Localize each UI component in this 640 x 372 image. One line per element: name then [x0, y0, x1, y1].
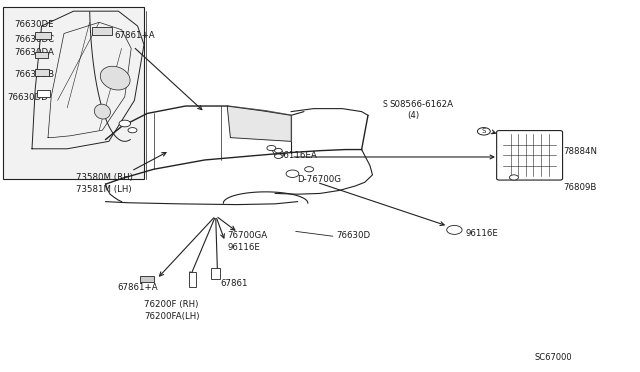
Text: 96116E: 96116E — [227, 243, 260, 252]
Circle shape — [286, 170, 299, 177]
Text: 73581M (LH): 73581M (LH) — [76, 185, 131, 194]
Text: SC67000: SC67000 — [534, 353, 572, 362]
Text: S: S — [482, 128, 486, 134]
Text: 78884N: 78884N — [563, 147, 597, 156]
Bar — [140, 276, 154, 282]
Bar — [37, 90, 50, 97]
Circle shape — [275, 148, 282, 153]
Text: (4): (4) — [407, 111, 419, 120]
Circle shape — [275, 154, 282, 158]
Polygon shape — [227, 106, 291, 141]
Circle shape — [119, 120, 131, 127]
Circle shape — [477, 128, 490, 135]
Text: 76809B: 76809B — [563, 183, 596, 192]
Text: 73580M (RH): 73580M (RH) — [76, 173, 132, 182]
Circle shape — [267, 145, 276, 151]
Bar — [211, 268, 220, 279]
Text: 76700GA: 76700GA — [227, 231, 268, 240]
Bar — [189, 272, 196, 287]
Text: 67861+A: 67861+A — [117, 283, 157, 292]
Text: D-76700G: D-76700G — [298, 175, 342, 184]
Text: 76630DE: 76630DE — [14, 20, 54, 29]
Circle shape — [128, 128, 137, 133]
Bar — [35, 69, 49, 76]
Text: 76200FA(LH): 76200FA(LH) — [144, 312, 200, 321]
FancyBboxPatch shape — [497, 131, 563, 180]
Ellipse shape — [100, 66, 130, 90]
Bar — [3, 7, 144, 179]
Text: 76630DB: 76630DB — [14, 70, 54, 79]
Text: 76630DA: 76630DA — [14, 48, 54, 57]
Text: 76200F (RH): 76200F (RH) — [144, 300, 198, 309]
Circle shape — [509, 175, 518, 180]
Ellipse shape — [94, 104, 111, 119]
Text: 96116EA: 96116EA — [278, 151, 317, 160]
Text: 96116E: 96116E — [466, 229, 499, 238]
Text: 67861+A: 67861+A — [114, 31, 154, 40]
Text: 76630DC: 76630DC — [14, 35, 54, 44]
Bar — [35, 32, 51, 39]
Text: 67861: 67861 — [221, 279, 248, 288]
Text: 76630DD: 76630DD — [8, 93, 49, 102]
Bar — [35, 52, 48, 58]
Circle shape — [447, 225, 462, 234]
Text: S: S — [383, 100, 388, 109]
Circle shape — [305, 167, 314, 172]
Text: 76630D: 76630D — [336, 231, 370, 240]
Text: S08566-6162A: S08566-6162A — [389, 100, 453, 109]
Bar — [92, 27, 112, 35]
